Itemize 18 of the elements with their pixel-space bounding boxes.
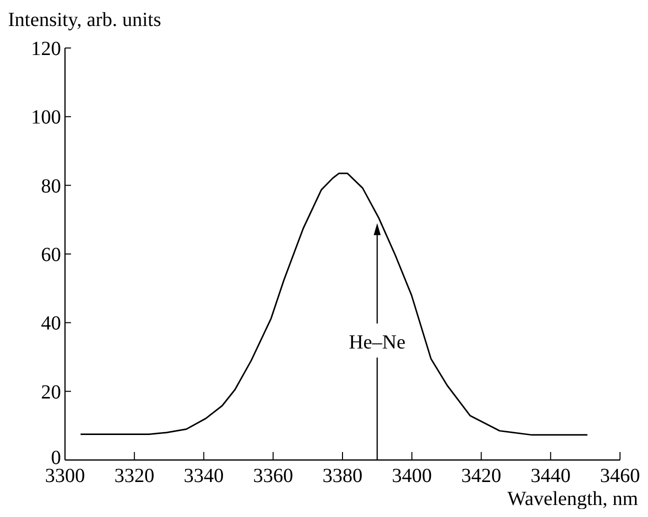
- y-axis-title: Intensity, arb. units: [8, 9, 162, 31]
- x-tick-label: 3340: [184, 465, 224, 487]
- x-axis-title: Wavelength, nm: [507, 488, 638, 510]
- x-tick-label: 3400: [392, 465, 432, 487]
- y-tick-label: 120: [31, 38, 61, 60]
- x-tick-label: 3380: [322, 465, 362, 487]
- x-tick-label: 3420: [461, 465, 502, 487]
- y-tick-label: 40: [41, 312, 61, 335]
- annotation: He–Ne: [348, 332, 406, 354]
- y-tick-label: 60: [41, 244, 61, 266]
- y-tick-label: 80: [41, 175, 61, 198]
- x-tick-label: 3360: [253, 465, 294, 487]
- x-tick-label: 3320: [114, 465, 154, 487]
- x-tick-label: 3460: [600, 465, 640, 487]
- line-series: [80, 172, 588, 436]
- x-tick-label: 3440: [530, 465, 571, 487]
- y-tick-label: 20: [41, 381, 61, 404]
- y-tick-label: 100: [31, 106, 61, 129]
